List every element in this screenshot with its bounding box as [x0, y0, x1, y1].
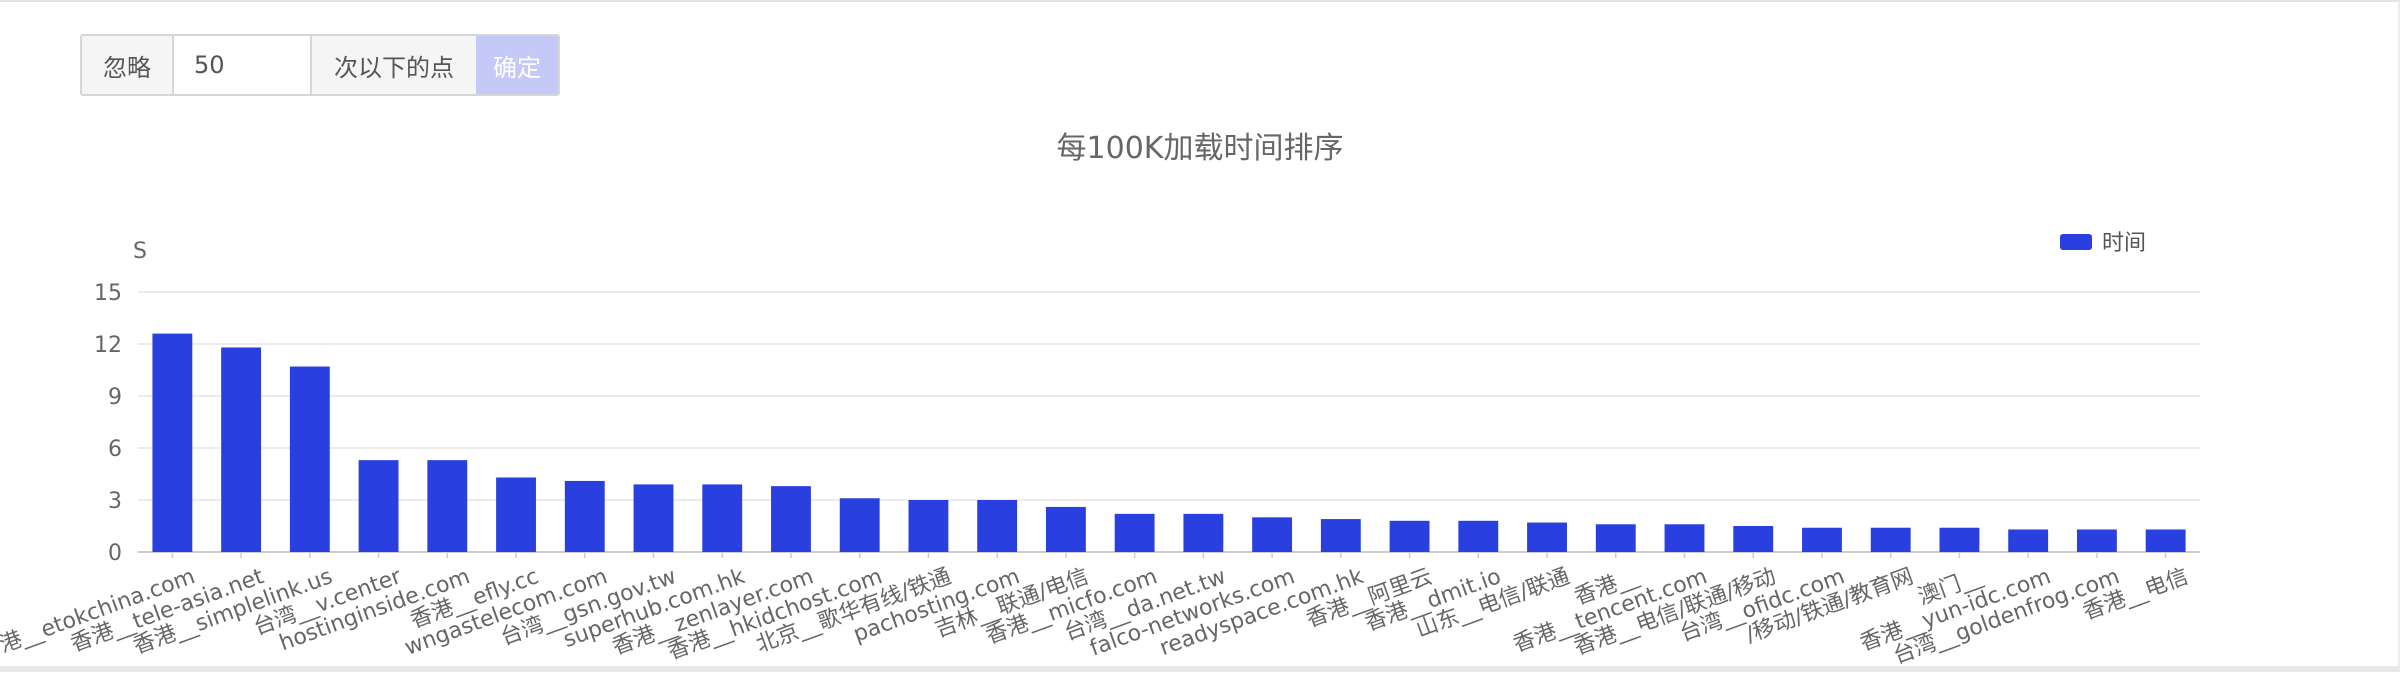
bar[interactable]	[771, 486, 811, 552]
bar[interactable]	[1252, 517, 1293, 552]
bar[interactable]	[427, 460, 468, 552]
bar[interactable]	[839, 498, 880, 552]
bar[interactable]	[358, 460, 399, 552]
bar[interactable]	[221, 347, 262, 552]
bar[interactable]	[1595, 524, 1636, 552]
legend-label: 时间	[2102, 231, 2146, 256]
filter-group: 忽略 次以下的点 确定	[80, 34, 560, 96]
legend[interactable]: 时间	[2060, 231, 2146, 256]
y-tick-label: 15	[94, 281, 122, 306]
bar[interactable]	[1320, 519, 1361, 552]
bar[interactable]	[1664, 524, 1705, 552]
y-tick-label: 0	[108, 541, 122, 566]
chart-panel	[0, 0, 2400, 672]
bar[interactable]	[152, 333, 193, 552]
bar[interactable]	[1458, 520, 1499, 552]
bar[interactable]	[564, 480, 605, 552]
legend-swatch	[2060, 234, 2092, 250]
bar[interactable]	[908, 500, 949, 552]
bar[interactable]	[289, 366, 330, 552]
bar[interactable]	[1802, 527, 1842, 552]
suffix-label: 次以下的点	[310, 36, 476, 94]
y-tick-label: 6	[108, 437, 122, 462]
bar[interactable]	[977, 500, 1018, 552]
threshold-input[interactable]	[174, 36, 310, 94]
chart-title: 每100K加载时间排序	[1057, 131, 1344, 166]
y-axis-label: S	[133, 239, 147, 264]
bar[interactable]	[1733, 526, 1774, 552]
bar[interactable]	[2008, 529, 2049, 552]
y-tick-label: 9	[108, 385, 122, 410]
bar[interactable]	[2076, 529, 2117, 552]
y-tick-label: 3	[108, 489, 122, 514]
bar[interactable]	[1114, 513, 1155, 552]
bar[interactable]	[496, 477, 536, 552]
bar[interactable]	[1527, 522, 1567, 552]
bar[interactable]	[1045, 506, 1086, 552]
confirm-button[interactable]: 确定	[476, 36, 558, 94]
bar[interactable]	[702, 484, 743, 552]
bar[interactable]	[633, 484, 674, 552]
bar[interactable]	[1939, 527, 1980, 552]
bar[interactable]	[1389, 520, 1430, 552]
bar[interactable]	[1870, 527, 1911, 552]
ignore-label: 忽略	[82, 36, 174, 94]
bar[interactable]	[2145, 529, 2186, 552]
bar[interactable]	[1183, 513, 1224, 552]
y-tick-label: 12	[94, 333, 122, 358]
